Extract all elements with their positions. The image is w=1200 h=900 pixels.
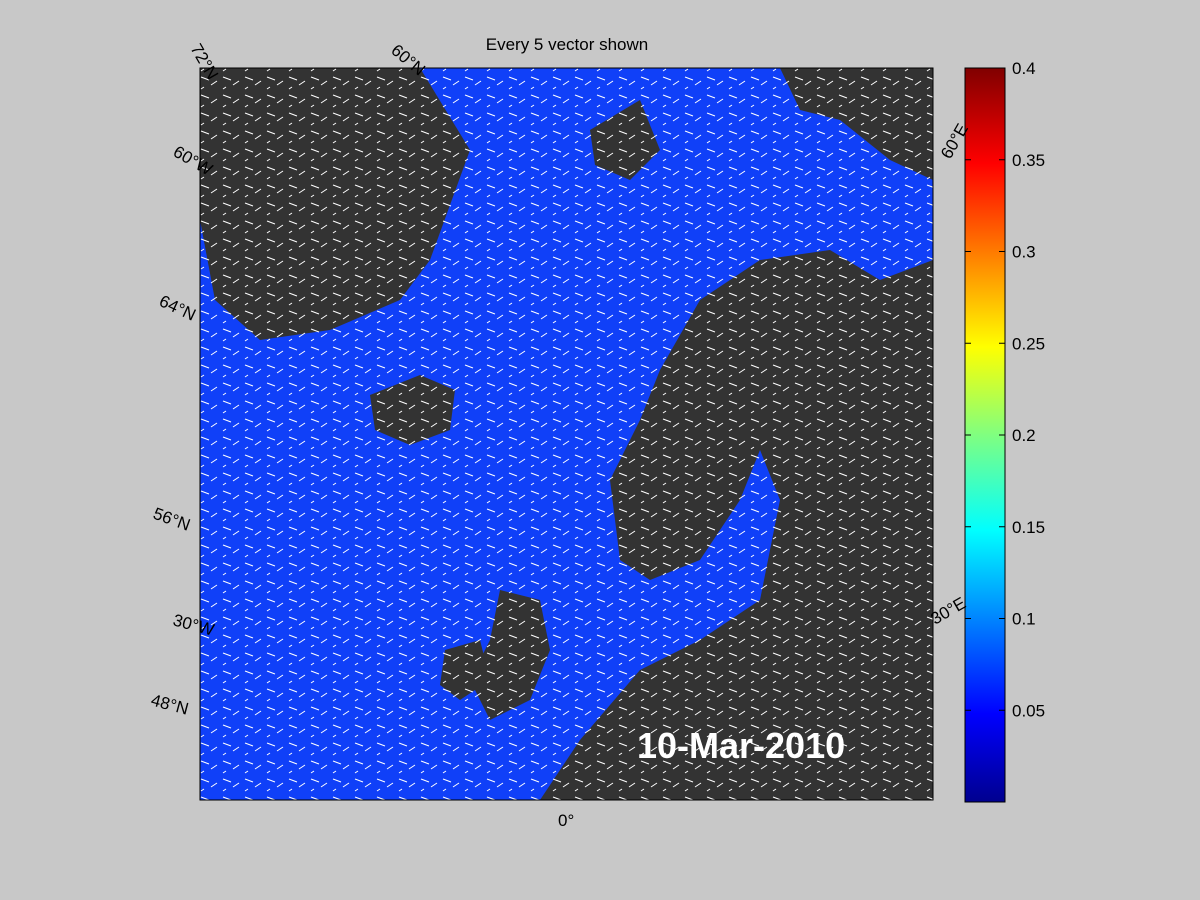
map (200, 68, 933, 800)
colorbar-tick-label: 0.4 (1012, 59, 1036, 78)
map-label: 30°E (928, 593, 970, 628)
title: Every 5 vector shown (486, 35, 649, 54)
colorbar-tick-label: 0.3 (1012, 243, 1036, 262)
map-label: 0° (558, 811, 574, 830)
colorbar-tick-label: 0.2 (1012, 426, 1036, 445)
map-label: 64°N (156, 291, 198, 324)
colorbar-tick-label: 0.1 (1012, 610, 1036, 629)
colorbar-tick-label: 0.35 (1012, 151, 1045, 170)
colorbar-tick-label: 0.15 (1012, 518, 1045, 537)
map-frame (199, 67, 934, 801)
vector-field (200, 68, 933, 800)
colorbar-tick-label: 0.05 (1012, 701, 1045, 720)
colorbar-tick-label: 0.25 (1012, 334, 1045, 353)
map-label: 48°N (149, 691, 191, 719)
map-label: 56°N (151, 504, 193, 535)
date-label: 10-Mar-2010 (637, 725, 845, 766)
